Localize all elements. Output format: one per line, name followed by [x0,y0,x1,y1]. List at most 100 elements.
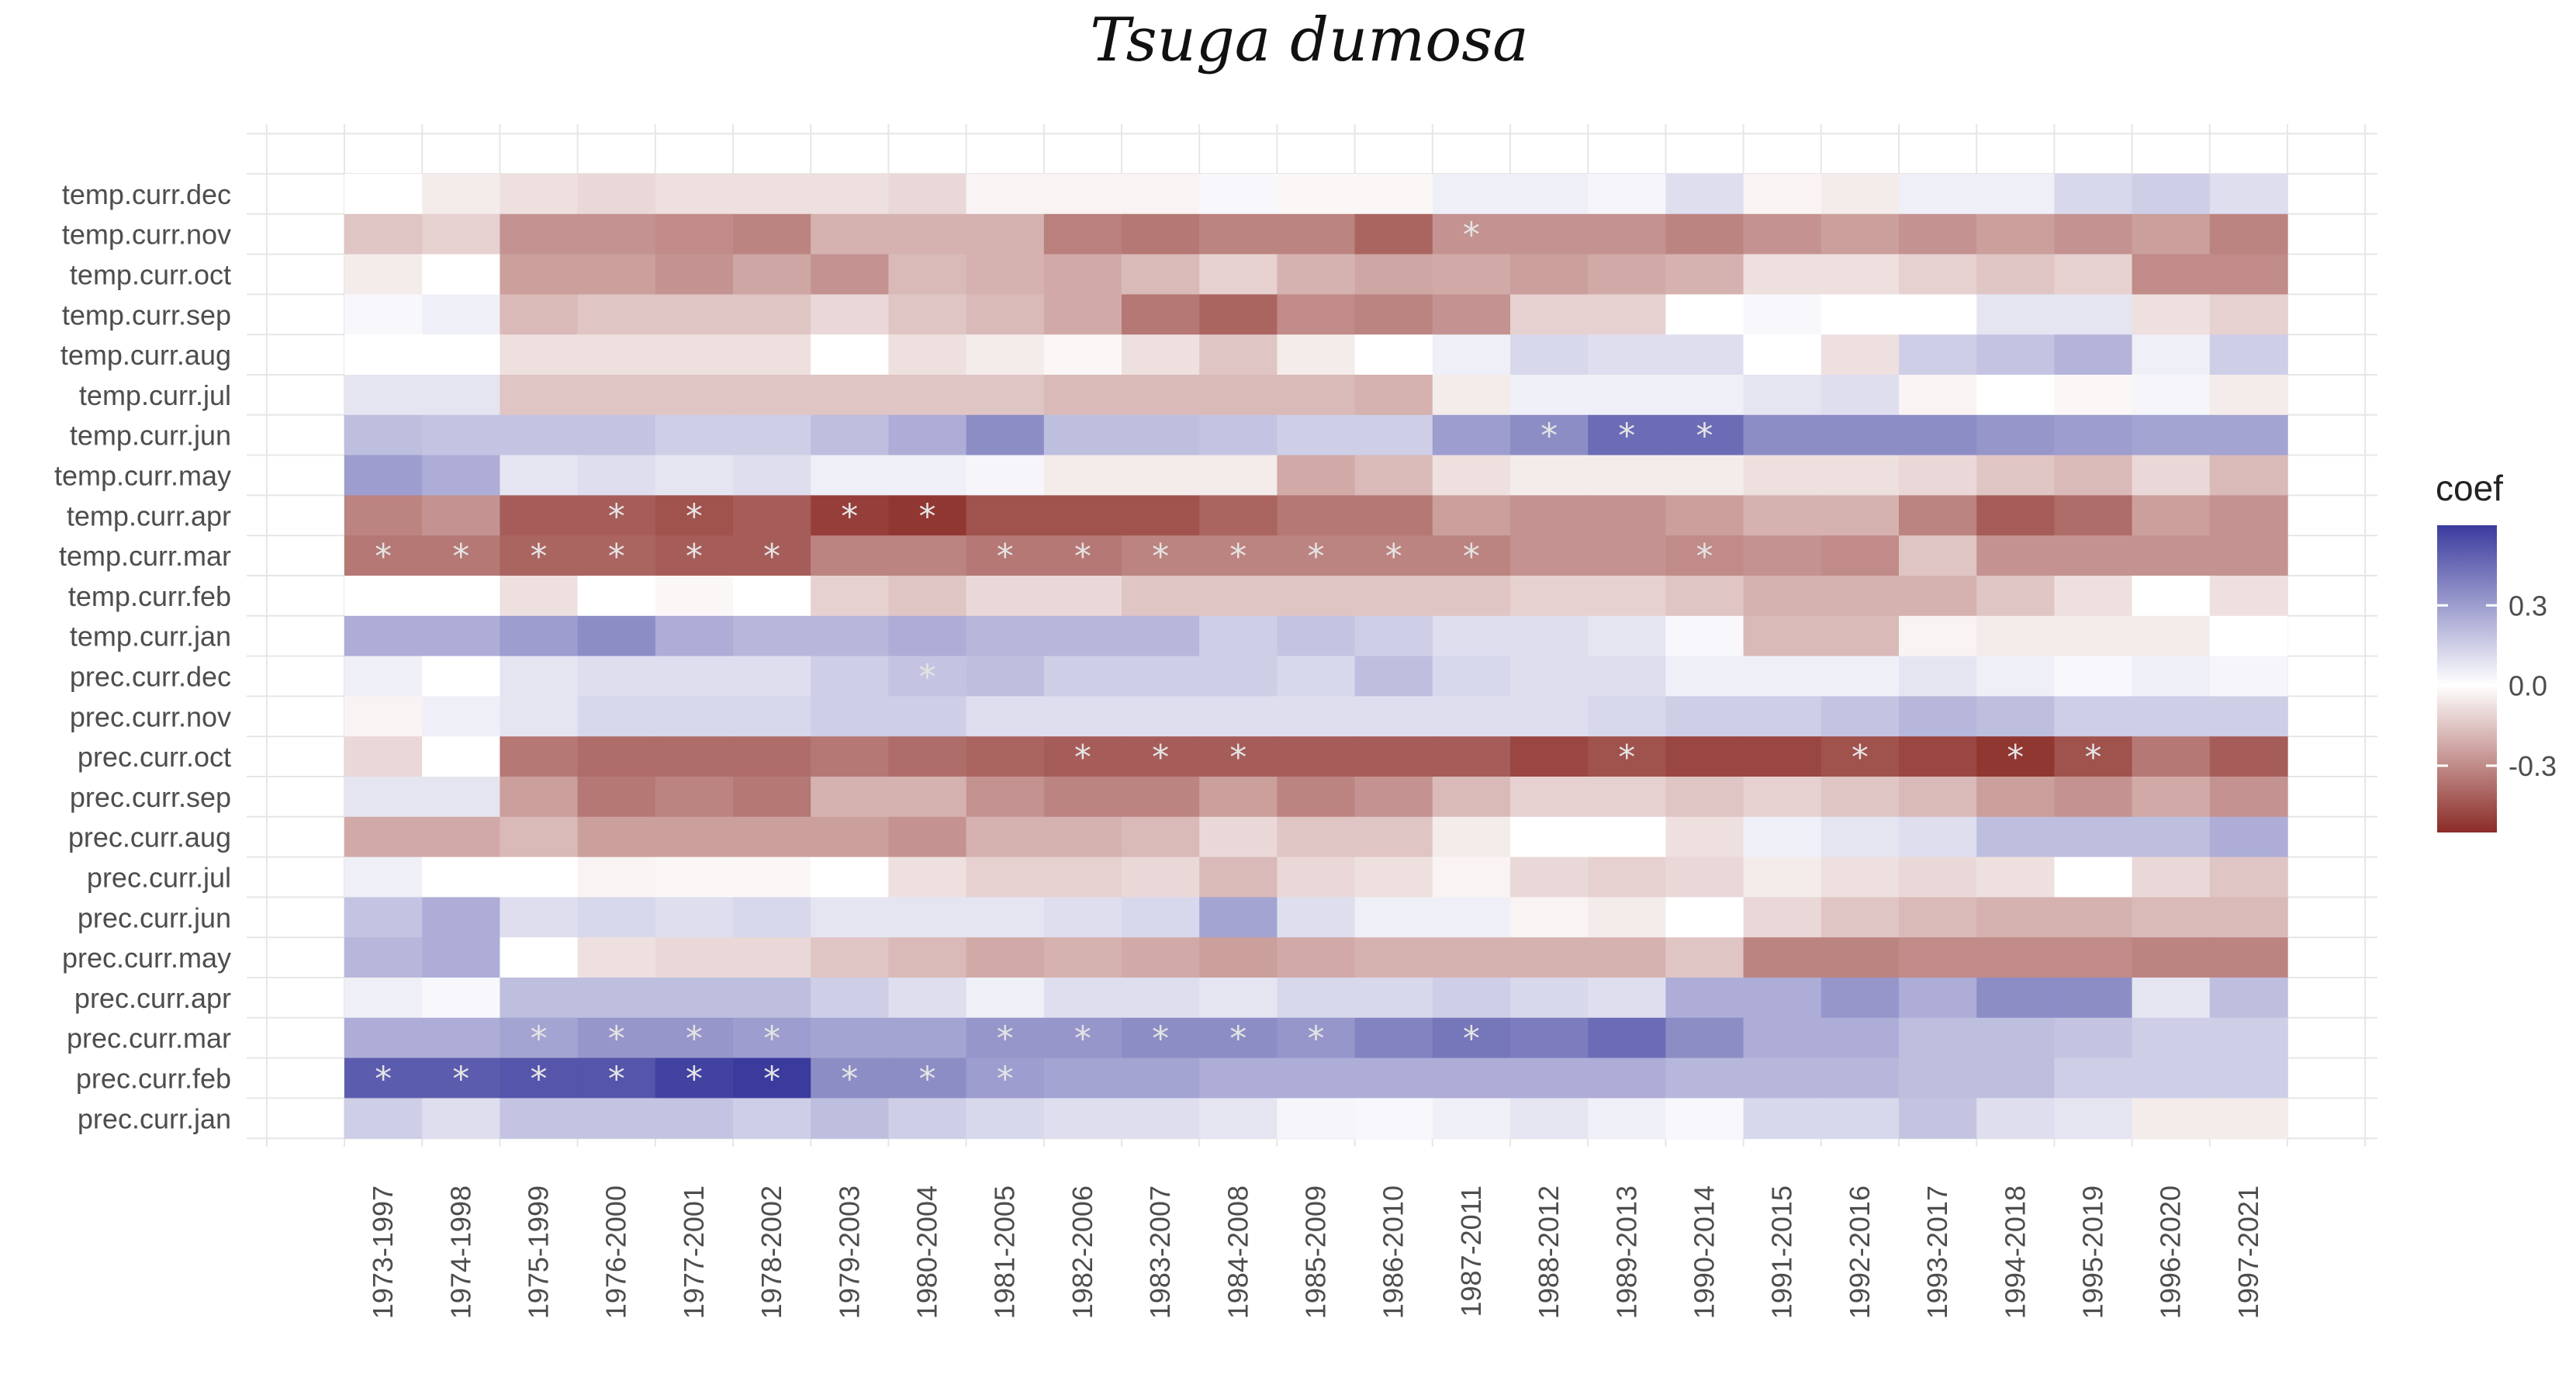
heatmap-cell [888,615,967,657]
column-label: 1993-2017 [1921,1185,1953,1319]
heatmap-cell [1199,174,1278,215]
heatmap-cell [1432,978,1511,1019]
heatmap-cell [1820,455,1900,496]
heatmap-cell [1199,978,1278,1019]
column-label: 1994-2018 [1999,1185,2031,1319]
significance-star: * [997,1019,1014,1059]
heatmap-cell [888,1017,967,1059]
heatmap-cell [2054,294,2133,335]
heatmap-cell [1899,696,1977,737]
heatmap-cell [1122,576,1200,617]
heatmap-cell [2054,455,2133,496]
legend-ticks: 0.3 0.0 -0.3 [2437,590,2557,782]
heatmap-cell [1588,615,1666,657]
heatmap-cell [1510,576,1589,617]
heatmap-cell [1743,294,1822,335]
column-label: 1978-2002 [756,1185,787,1319]
heatmap-cell [655,455,734,496]
heatmap-cell [1743,254,1822,295]
heatmap-cell [344,414,423,456]
heatmap-cell [733,535,811,576]
heatmap-cell [2054,736,2133,777]
significance-star: * [763,1060,780,1099]
heatmap-cell [811,736,889,777]
heatmap-cell [1510,455,1589,496]
heatmap-cell [344,334,423,376]
heatmap-cell [1743,174,1822,215]
heatmap-cell [1277,375,1356,416]
column-label: 1995-2019 [2077,1185,2109,1319]
heatmap-cell [1043,174,1122,215]
heatmap-cell [1122,174,1200,215]
heatmap-cell [344,978,423,1019]
heatmap-cell [811,375,889,416]
heatmap-cell [422,174,500,215]
heatmap-cell [1432,495,1511,536]
heatmap-cell [500,495,579,536]
row-label: temp.curr.nov [62,219,231,251]
heatmap-cell [811,777,889,818]
heatmap-cell [1122,937,1200,978]
heatmap-cell [1199,1017,1278,1059]
heatmap-cell [422,414,500,456]
heatmap-cell [1976,455,2055,496]
heatmap-cell [1354,656,1433,697]
heatmap-cell [1199,213,1278,255]
significance-star: * [1229,738,1247,777]
heatmap-cell [811,495,889,536]
heatmap-cell [811,1017,889,1059]
heatmap-cell [1588,736,1666,777]
heatmap-cell [655,897,734,938]
heatmap-cell [966,495,1045,536]
heatmap-cell [966,213,1045,255]
heatmap-cell [2132,1057,2211,1099]
heatmap-cell [1277,294,1356,335]
heatmap-cell [1510,777,1589,818]
heatmap-cell [1976,857,2055,898]
significance-star: * [686,1060,703,1099]
heatmap-cell [1432,174,1511,215]
significance-star: * [1152,537,1169,576]
heatmap-cell [1743,656,1822,697]
heatmap-cell [1665,978,1744,1019]
column-label: 1976-2000 [600,1185,632,1319]
heatmap-cell [733,455,811,496]
heatmap-cell [1588,857,1666,898]
heatmap-cell [1043,937,1122,978]
heatmap-cell [422,897,500,938]
heatmap-cell [1354,535,1433,576]
heatmap-cell [2132,615,2211,657]
heatmap-cell [888,656,967,697]
heatmap-cell [1510,414,1589,456]
heatmap-cell [1899,174,1977,215]
heatmap-cell [2054,174,2133,215]
heatmap-cell [1976,334,2055,376]
heatmap-cell [2132,213,2211,255]
heatmap-cell [1743,978,1822,1019]
heatmap-cell [2132,1017,2211,1059]
heatmap-cell [1043,375,1122,416]
significance-star: * [531,1019,548,1059]
heatmap-cell [2054,254,2133,295]
heatmap-cell [2132,978,2211,1019]
heatmap-cell [2132,174,2211,215]
column-label: 1991-2015 [1766,1185,1798,1319]
heatmap-cell [1354,1017,1433,1059]
column-label: 1981-2005 [989,1185,1021,1319]
heatmap-cell [1899,857,1977,898]
row-label: prec.curr.sep [70,781,231,813]
heatmap-cell [1665,535,1744,576]
heatmap-cell [500,254,579,295]
heatmap-cell [1588,375,1666,416]
heatmap-cell [1665,1098,1744,1139]
row-label: prec.curr.jun [78,902,231,933]
heatmap-cell [1820,174,1900,215]
heatmap-cell [2054,777,2133,818]
heatmap-cell [1899,213,1977,255]
heatmap-cell [1432,213,1511,255]
heatmap-cell [1432,576,1511,617]
heatmap-cell [1043,857,1122,898]
significance-star: * [1696,537,1713,576]
heatmap-cell [811,656,889,697]
significance-star: * [1308,537,1325,576]
